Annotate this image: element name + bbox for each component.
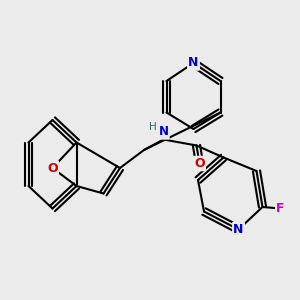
Text: H: H — [149, 122, 157, 133]
Text: O: O — [194, 157, 205, 170]
Text: O: O — [47, 161, 58, 175]
Text: F: F — [276, 202, 285, 215]
Text: N: N — [158, 125, 169, 139]
Text: N: N — [233, 223, 244, 236]
Text: N: N — [188, 56, 199, 70]
